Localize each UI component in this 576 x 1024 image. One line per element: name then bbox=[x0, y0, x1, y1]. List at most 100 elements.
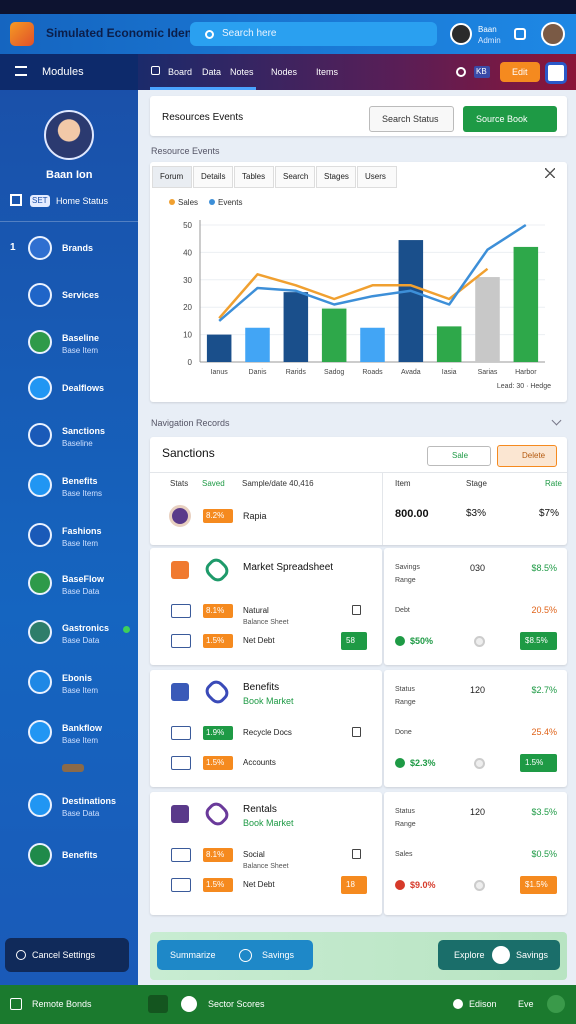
item-sublabel: Baseline bbox=[62, 439, 93, 448]
button-label: Explore bbox=[454, 950, 485, 960]
footer-label: Sector Scores bbox=[208, 999, 265, 1009]
primary-button[interactable] bbox=[463, 106, 557, 132]
edit-button[interactable] bbox=[500, 62, 540, 82]
button-label: 1.5% bbox=[525, 758, 544, 767]
menu-icon[interactable] bbox=[15, 66, 27, 76]
nav-tab[interactable]: Items bbox=[316, 67, 339, 77]
item-label: Benefits bbox=[62, 476, 98, 486]
row-badge bbox=[203, 604, 233, 618]
footer bbox=[0, 985, 576, 1024]
stat-label: Done bbox=[395, 729, 412, 736]
checkbox[interactable] bbox=[352, 849, 361, 859]
stat-label: Status bbox=[395, 686, 415, 693]
bottom-value: $2.3% bbox=[410, 758, 436, 768]
stat-label: Savings bbox=[395, 564, 420, 571]
chart-tab[interactable] bbox=[234, 166, 274, 188]
bar bbox=[206, 334, 232, 362]
search-box[interactable] bbox=[190, 22, 437, 46]
collapse-icon[interactable] bbox=[551, 415, 562, 426]
bar bbox=[283, 292, 309, 362]
chart-tab-label: Stages bbox=[324, 172, 349, 181]
settings-icon[interactable] bbox=[514, 28, 526, 40]
sidebar-slider bbox=[62, 764, 84, 772]
bottom-button[interactable] bbox=[520, 632, 557, 650]
delete-button[interactable] bbox=[497, 445, 557, 467]
button-icon bbox=[492, 946, 510, 964]
close-icon[interactable] bbox=[545, 168, 555, 178]
profile-photo bbox=[44, 110, 94, 160]
item-sublabel: Base Data bbox=[62, 587, 100, 596]
item-icon bbox=[28, 423, 52, 447]
row-value: 800.00 bbox=[395, 508, 429, 520]
row-button[interactable] bbox=[341, 632, 367, 650]
y-tick-label: 50 bbox=[183, 221, 192, 230]
item-label: Gastronics bbox=[62, 623, 110, 633]
app-title: Simulated Economic Identity bbox=[46, 26, 211, 40]
footer-icon bbox=[453, 999, 463, 1009]
filter-button[interactable] bbox=[427, 446, 491, 466]
chart-tab[interactable] bbox=[152, 166, 192, 188]
row-label: Natural bbox=[243, 606, 269, 615]
checkbox[interactable] bbox=[352, 727, 361, 737]
item-label: Baseline bbox=[62, 333, 100, 343]
row-badge bbox=[203, 509, 233, 523]
item-icon bbox=[28, 620, 52, 644]
nav-tab[interactable]: Board bbox=[168, 67, 193, 77]
column-header: Sample/date 40,416 bbox=[242, 479, 314, 488]
row-button[interactable] bbox=[341, 876, 367, 894]
x-tick-label: Roads bbox=[362, 369, 383, 376]
button-label: Source Book bbox=[476, 114, 528, 124]
badge-label: 8.1% bbox=[206, 850, 225, 859]
status-bar bbox=[0, 0, 576, 14]
sidebar bbox=[0, 54, 138, 985]
secondary-button[interactable] bbox=[369, 106, 454, 132]
footer-label: Remote Bonds bbox=[32, 999, 92, 1009]
bottom-value: $50% bbox=[410, 636, 434, 646]
y-tick-label: 0 bbox=[188, 358, 193, 367]
item-icon bbox=[28, 720, 52, 744]
row-icon bbox=[171, 848, 191, 862]
card-title: Market Spreadsheet bbox=[243, 562, 334, 573]
chart-tab[interactable] bbox=[316, 166, 356, 188]
summarize-button[interactable] bbox=[157, 940, 313, 970]
button-label: 58 bbox=[346, 636, 355, 645]
footer-icon bbox=[181, 996, 197, 1012]
stat-change: $8.5% bbox=[531, 563, 557, 573]
row-badge bbox=[203, 756, 233, 770]
button-label: Savings bbox=[516, 950, 549, 960]
chart-tab-label: Search bbox=[283, 172, 309, 181]
row-label: Recycle Docs bbox=[243, 728, 292, 737]
stat-value: 25.4% bbox=[531, 727, 557, 737]
y-tick-label: 40 bbox=[183, 248, 192, 257]
chart-tab[interactable] bbox=[193, 166, 233, 188]
chart-tab[interactable] bbox=[357, 166, 397, 188]
stat-change: $2.7% bbox=[531, 685, 557, 695]
logo bbox=[10, 22, 34, 46]
profile-avatar bbox=[541, 22, 565, 46]
chart-tab-label: Tables bbox=[242, 172, 266, 181]
chart-tab[interactable] bbox=[275, 166, 315, 188]
row-label: Net Debt bbox=[243, 880, 275, 889]
button-label: $8.5% bbox=[525, 636, 548, 645]
line-series bbox=[218, 267, 489, 320]
bottom-button[interactable] bbox=[520, 876, 557, 894]
card-icon bbox=[171, 805, 189, 823]
bar bbox=[321, 308, 347, 362]
nav-tab[interactable]: Notes bbox=[230, 67, 254, 77]
legend-label: Sales bbox=[178, 198, 198, 207]
tab-icon bbox=[151, 66, 160, 75]
bottom-button[interactable] bbox=[520, 754, 557, 772]
row-label: Rapia bbox=[243, 511, 267, 521]
nav-tab[interactable]: Data bbox=[202, 67, 222, 77]
item-icon bbox=[28, 670, 52, 694]
nav-tab[interactable]: Nodes bbox=[271, 67, 298, 77]
button-icon bbox=[238, 948, 252, 962]
chart-tab-label: Details bbox=[201, 172, 226, 181]
nav-profile-icon[interactable] bbox=[545, 62, 567, 84]
toggle-icon bbox=[473, 757, 485, 769]
profile-name: Baan Ion bbox=[46, 169, 93, 181]
item-label: Benefits bbox=[62, 850, 98, 860]
checkbox[interactable] bbox=[352, 605, 361, 615]
footer-chip bbox=[148, 995, 168, 1013]
toggle-icon bbox=[473, 879, 485, 891]
